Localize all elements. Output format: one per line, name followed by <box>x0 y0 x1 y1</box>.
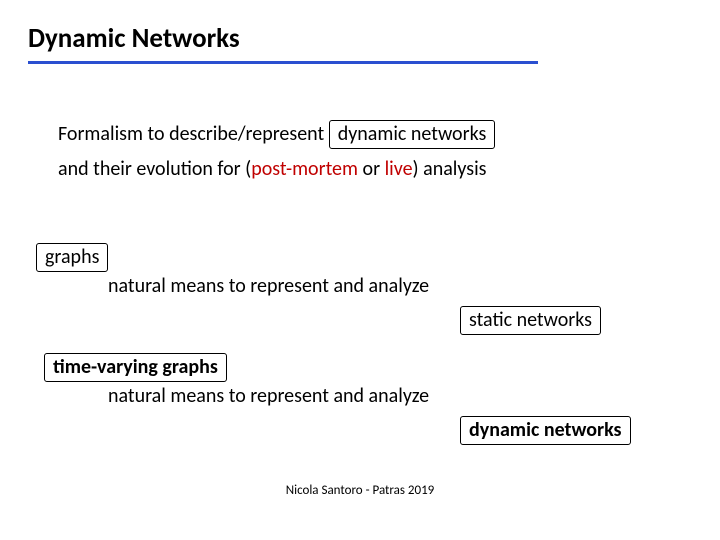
tvg-block: time-varying graphs <box>44 353 692 382</box>
dynamic-networks-block: dynamic networks <box>460 416 692 445</box>
live-text: live <box>385 157 413 181</box>
intro-line-1: Formalism to describe/represent dynamic … <box>58 120 692 149</box>
slide: Dynamic Networks Formalism to describe/r… <box>0 0 720 540</box>
graphs-block: graphs <box>36 243 692 272</box>
box-time-varying-graphs: time-varying graphs <box>44 353 227 382</box>
box-graphs: graphs <box>36 243 108 272</box>
slide-footer: Nicola Santoro - Patras 2019 <box>0 483 720 498</box>
intro-2c: ) analysis <box>413 157 487 181</box>
box-static-networks: static networks <box>460 306 601 335</box>
intro-prefix: Formalism to describe/represent <box>58 122 329 146</box>
graphs-means-line: natural means to represent and analyze <box>108 274 692 298</box>
tvg-means-line: natural means to represent and analyze <box>108 384 692 408</box>
box-dynamic-networks-bottom: dynamic networks <box>460 416 631 445</box>
page-title: Dynamic Networks <box>28 22 692 55</box>
intro-line-2: and their evolution for (post-mortem or … <box>58 157 692 181</box>
box-dynamic-networks-top: dynamic networks <box>329 120 496 149</box>
title-rule <box>28 61 538 64</box>
static-networks-block: static networks <box>460 306 692 335</box>
post-mortem-text: post-mortem <box>251 157 358 181</box>
intro-2a: and their evolution for ( <box>58 157 251 181</box>
intro-2b: or <box>358 157 385 181</box>
